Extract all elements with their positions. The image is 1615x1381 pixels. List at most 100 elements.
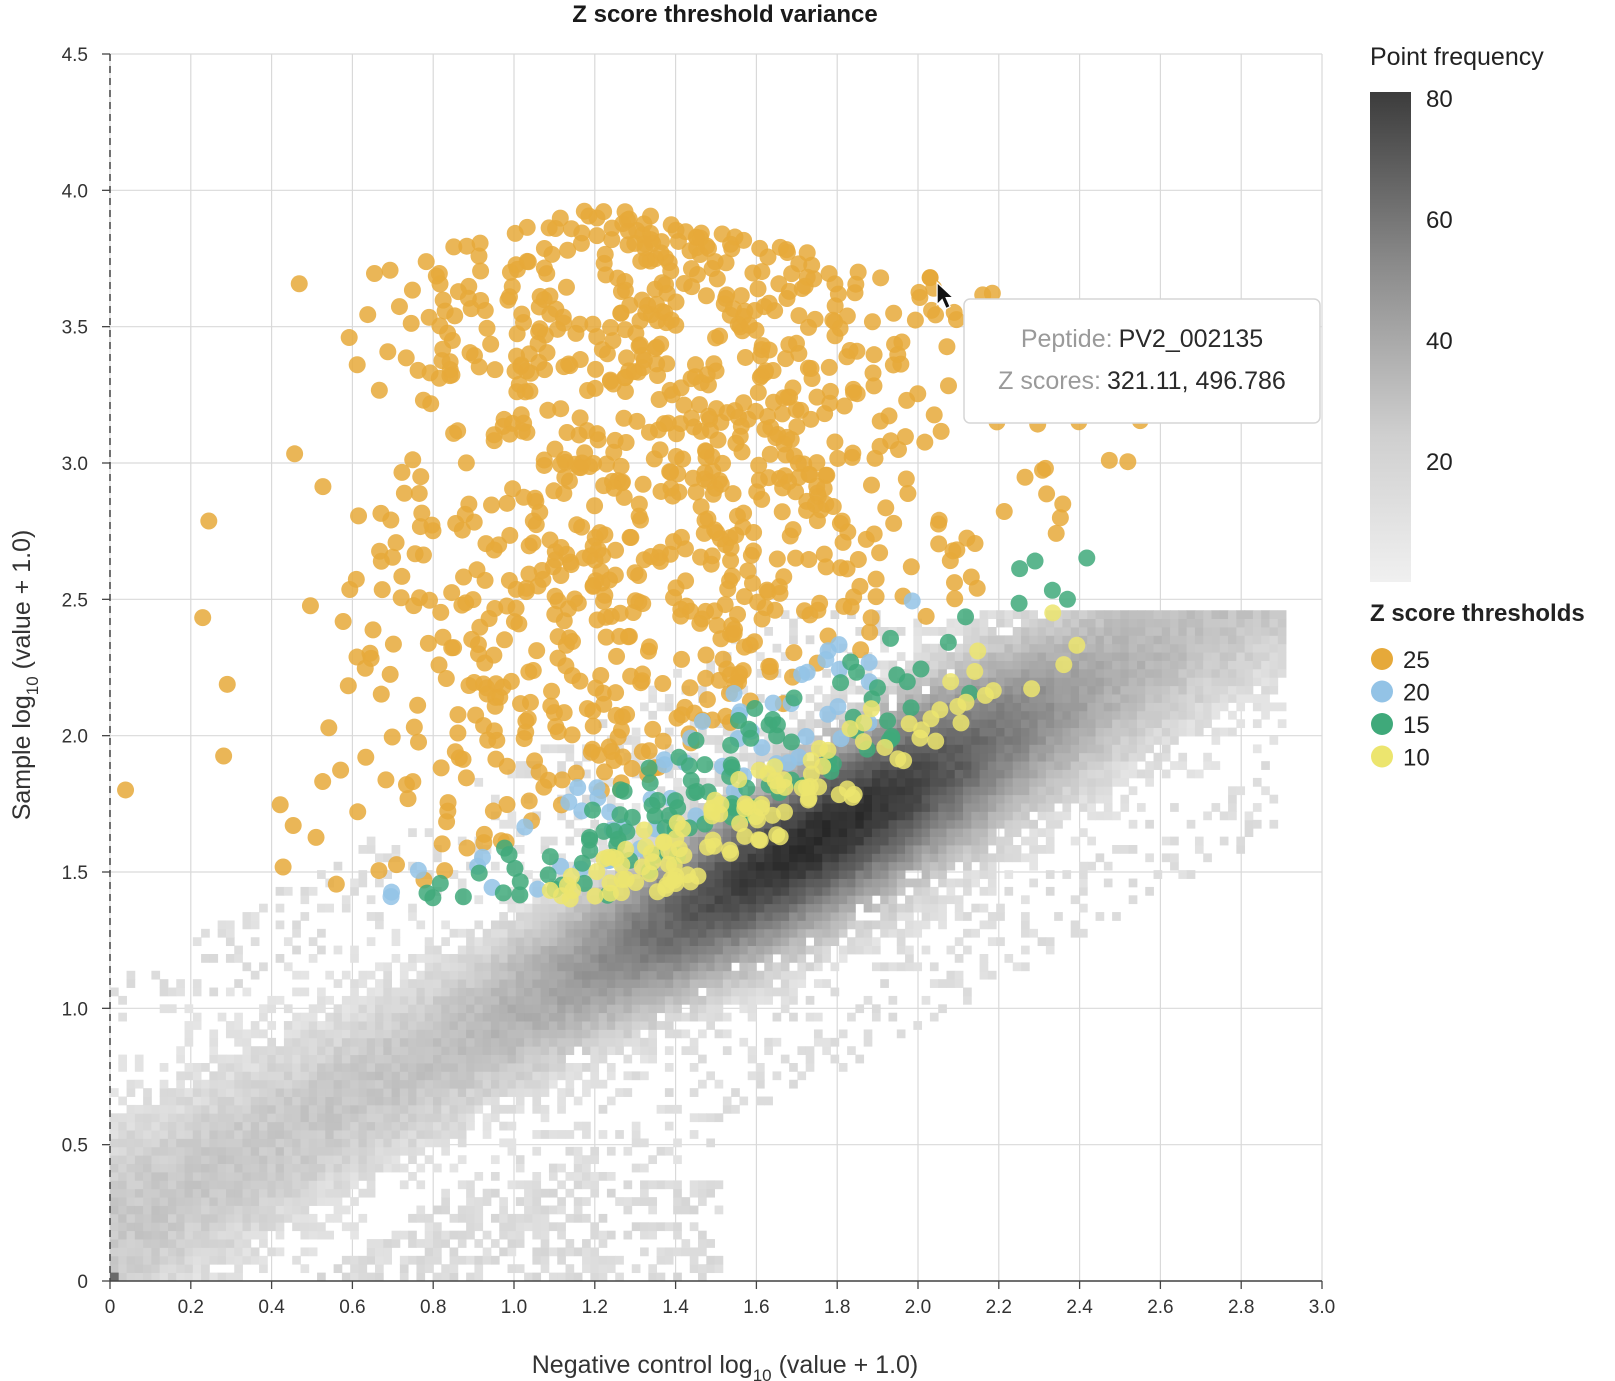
threshold-point-25[interactable] [457, 769, 475, 787]
threshold-point-25[interactable] [512, 406, 530, 424]
threshold-point-25[interactable] [1016, 468, 1034, 486]
threshold-point-25[interactable] [584, 717, 602, 735]
threshold-point-25[interactable] [846, 284, 864, 302]
threshold-point-25[interactable] [630, 495, 648, 513]
threshold-point-25[interactable] [387, 534, 405, 552]
threshold-point-25[interactable] [897, 470, 915, 488]
threshold-point-25[interactable] [736, 348, 754, 366]
threshold-point-25[interactable] [543, 245, 561, 263]
threshold-point-25[interactable] [771, 238, 789, 256]
threshold-point-25[interactable] [454, 750, 472, 768]
threshold-point-25[interactable] [596, 526, 614, 544]
threshold-point-25[interactable] [808, 454, 826, 472]
threshold-point-25[interactable] [686, 356, 704, 374]
threshold-point-25[interactable] [945, 574, 963, 592]
threshold-point-25[interactable] [340, 329, 358, 347]
threshold-point-25[interactable] [286, 445, 304, 463]
threshold-point-25[interactable] [1100, 451, 1118, 469]
threshold-point-25[interactable] [773, 503, 791, 521]
threshold-point-25[interactable] [117, 781, 135, 799]
threshold-point-25[interactable] [946, 590, 964, 608]
threshold-point-25[interactable] [518, 423, 536, 441]
threshold-point-25[interactable] [553, 771, 571, 789]
threshold-point-25[interactable] [1038, 485, 1056, 503]
threshold-point-25[interactable] [586, 379, 604, 397]
threshold-point-25[interactable] [471, 618, 489, 636]
threshold-point-25[interactable] [390, 298, 408, 316]
threshold-point-25[interactable] [607, 684, 625, 702]
threshold-point-25[interactable] [430, 656, 448, 674]
threshold-point-25[interactable] [697, 449, 715, 467]
threshold-point-25[interactable] [439, 794, 457, 812]
threshold-point-25[interactable] [437, 670, 455, 688]
threshold-point-25[interactable] [535, 259, 553, 277]
threshold-point-25[interactable] [348, 356, 366, 374]
threshold-point-25[interactable] [698, 691, 716, 709]
threshold-point-25[interactable] [849, 550, 867, 568]
threshold-point-25[interactable] [458, 839, 476, 857]
threshold-point-25[interactable] [852, 641, 870, 659]
threshold-point-25[interactable] [862, 476, 880, 494]
threshold-point-25[interactable] [482, 335, 500, 353]
threshold-point-25[interactable] [722, 552, 740, 570]
threshold-point-25[interactable] [697, 646, 715, 664]
threshold-point-25[interactable] [623, 760, 641, 778]
threshold-point-25[interactable] [930, 535, 948, 553]
threshold-point-25[interactable] [865, 346, 883, 364]
threshold-point-25[interactable] [818, 466, 836, 484]
threshold-point-25[interactable] [350, 507, 368, 525]
threshold-point-25[interactable] [552, 566, 570, 584]
threshold-point-25[interactable] [871, 412, 889, 430]
threshold-point-25[interactable] [478, 319, 496, 337]
threshold-point-25[interactable] [457, 454, 475, 472]
threshold-point-25[interactable] [411, 518, 429, 536]
threshold-point-25[interactable] [674, 450, 692, 468]
threshold-point-25[interactable] [559, 241, 577, 259]
threshold-point-25[interactable] [588, 611, 606, 629]
threshold-point-25[interactable] [939, 377, 957, 395]
threshold-point-25[interactable] [712, 630, 730, 648]
threshold-point-25[interactable] [513, 305, 531, 323]
threshold-point-25[interactable] [603, 231, 621, 249]
threshold-point-25[interactable] [370, 381, 388, 399]
threshold-point-25[interactable] [607, 706, 625, 724]
threshold-point-25[interactable] [867, 588, 885, 606]
threshold-point-25[interactable] [845, 588, 863, 606]
threshold-point-25[interactable] [646, 340, 664, 358]
threshold-point-25[interactable] [438, 813, 456, 831]
threshold-point-25[interactable] [496, 631, 514, 649]
threshold-point-25[interactable] [865, 377, 883, 395]
threshold-point-25[interactable] [377, 771, 395, 789]
threshold-point-25[interactable] [357, 748, 375, 766]
threshold-point-25[interactable] [899, 485, 917, 503]
threshold-point-25[interactable] [379, 343, 397, 361]
threshold-point-25[interactable] [530, 763, 548, 781]
threshold-point-25[interactable] [753, 263, 771, 281]
threshold-point-25[interactable] [687, 483, 705, 501]
threshold-point-25[interactable] [665, 589, 683, 607]
threshold-point-25[interactable] [872, 269, 890, 287]
threshold-point-25[interactable] [284, 816, 302, 834]
threshold-point-25[interactable] [634, 475, 652, 493]
threshold-point-25[interactable] [790, 307, 808, 325]
threshold-point-25[interactable] [412, 468, 430, 486]
threshold-point-25[interactable] [628, 412, 646, 430]
threshold-point-25[interactable] [995, 503, 1013, 521]
threshold-point-25[interactable] [587, 360, 605, 378]
threshold-point-25[interactable] [516, 383, 534, 401]
threshold-point-25[interactable] [393, 567, 411, 585]
threshold-point-25[interactable] [218, 675, 236, 693]
threshold-point-25[interactable] [501, 526, 519, 544]
threshold-point-25[interactable] [1034, 461, 1052, 479]
threshold-point-25[interactable] [414, 391, 432, 409]
threshold-point-25[interactable] [917, 607, 935, 625]
threshold-point-25[interactable] [932, 422, 950, 440]
threshold-point-25[interactable] [359, 306, 377, 324]
threshold-point-25[interactable] [1051, 509, 1069, 527]
threshold-point-25[interactable] [384, 635, 402, 653]
threshold-point-25[interactable] [644, 720, 662, 738]
threshold-point-25[interactable] [404, 773, 422, 791]
threshold-point-25[interactable] [808, 388, 826, 406]
threshold-point-25[interactable] [615, 409, 633, 427]
threshold-point-25[interactable] [958, 529, 976, 547]
